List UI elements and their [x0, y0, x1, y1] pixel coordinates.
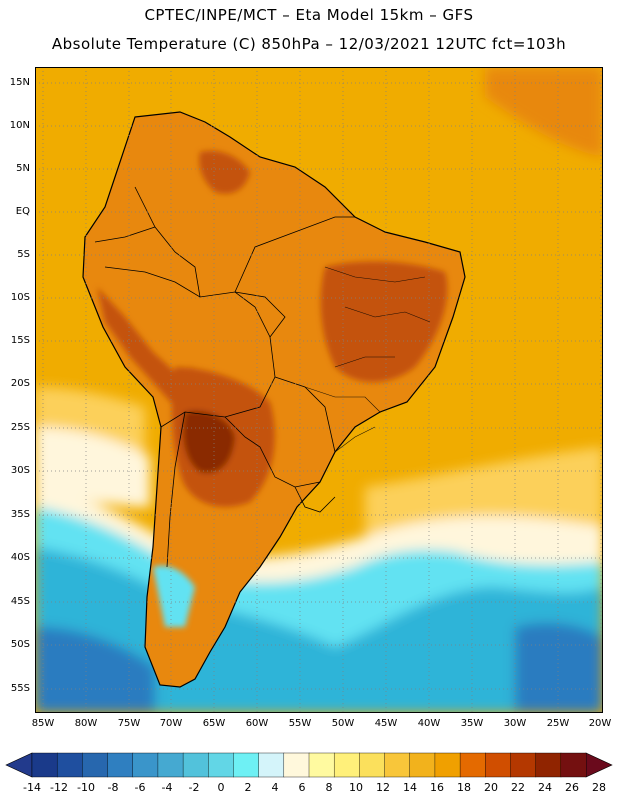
lat-label: 45S [10, 596, 30, 607]
lon-label: 25W [546, 718, 570, 729]
country-borders [94, 186, 355, 568]
lon-label: 30W [503, 718, 527, 729]
lat-label: 5N [16, 163, 30, 174]
colorbar-swatch [132, 752, 159, 778]
colorbar-swatch [82, 752, 109, 778]
lon-label: 85W [31, 718, 55, 729]
colorbar-swatch [182, 752, 209, 778]
colorbar-label: -4 [161, 781, 173, 794]
colorbar-swatch [560, 752, 587, 778]
colorbar-swatch [258, 752, 285, 778]
lat-label: 5S [17, 249, 30, 260]
warm-ocean-ne [485, 67, 603, 157]
colorbar-swatch [233, 752, 260, 778]
colorbar-label: -12 [50, 781, 68, 794]
lat-grid [35, 82, 603, 690]
lat-label: 30S [10, 465, 30, 476]
colorbar-label: 18 [457, 781, 471, 794]
colorbar-label: 14 [403, 781, 417, 794]
map-frame [35, 67, 603, 713]
lat-label: 10N [9, 120, 30, 131]
colorbar-swatch [359, 752, 386, 778]
colorbar-swatch [56, 752, 83, 778]
state-borders [304, 266, 431, 453]
continent-land [83, 112, 465, 687]
colorbar-label: 0 [217, 781, 225, 794]
colorbar-swatch [535, 752, 562, 778]
lat-label: EQ [15, 206, 30, 217]
hot-region-brazil [320, 261, 448, 382]
colorbar-swatch [434, 752, 461, 778]
colorbar-min-arrow [5, 752, 33, 778]
colorbar-label: 2 [244, 781, 252, 794]
colorbar-label: 26 [565, 781, 579, 794]
colorbar-swatch [485, 752, 511, 778]
colorbar-label: 8 [325, 781, 333, 794]
hot-region-andes [97, 287, 193, 407]
colorbar-swatch [283, 752, 310, 778]
colorbar-label: 10 [349, 781, 363, 794]
colorbar-swatch [157, 752, 184, 778]
map-subtitle: Absolute Temperature (C) 850hPa – 12/03/… [51, 35, 567, 53]
colorbar-label: 16 [430, 781, 444, 794]
colorbar-max-arrow [585, 752, 613, 778]
lon-label: 80W [74, 718, 98, 729]
lon-label: 60W [245, 718, 269, 729]
colorbar-label: -8 [107, 781, 119, 794]
colorbar-label: 28 [592, 781, 606, 794]
color-scale [5, 752, 613, 778]
lat-label: 25S [10, 422, 30, 433]
cool-patagonia [153, 565, 195, 627]
hot-region-north [199, 150, 250, 194]
hottest-core [183, 410, 235, 473]
colorbar-swatch [308, 752, 335, 778]
colorbar-label: -6 [134, 781, 146, 794]
lon-label: 20W [588, 718, 612, 729]
lat-label: 10S [10, 292, 30, 303]
colorbar-label: 22 [511, 781, 525, 794]
lon-label: 45W [374, 718, 398, 729]
lat-label: 15N [9, 77, 30, 88]
lat-label: 15S [10, 335, 30, 346]
coastline [82, 111, 466, 688]
lat-label: 55S [10, 683, 30, 694]
colorbar-label: 24 [538, 781, 552, 794]
colorbar-label: 20 [484, 781, 498, 794]
lon-label: 70W [159, 718, 183, 729]
colorbar-swatch [333, 752, 360, 778]
lon-label: 55W [288, 718, 312, 729]
coldest-pool-east [515, 622, 603, 713]
colorbar-swatch [107, 752, 134, 778]
map-title: CPTEC/INPE/MCT – Eta Model 15km – GFS [144, 6, 474, 24]
colorbar-swatch [409, 752, 436, 778]
lon-label: 65W [202, 718, 226, 729]
colorbar-swatch [31, 752, 58, 778]
colorbar-swatch [510, 752, 537, 778]
lat-label: 50S [10, 639, 30, 650]
colorbar-label: -2 [188, 781, 200, 794]
lon-label: 40W [417, 718, 441, 729]
lon-label: 50W [331, 718, 355, 729]
colorbar-label: -10 [77, 781, 95, 794]
colorbar-label: 12 [376, 781, 390, 794]
colorbar-label: 4 [271, 781, 279, 794]
colorbar-swatch [208, 752, 234, 778]
colorbar-label: 6 [298, 781, 306, 794]
colorbar-swatch [459, 752, 486, 778]
coldest-pool [35, 627, 155, 713]
lat-label: 35S [10, 509, 30, 520]
colorbar-swatches [31, 752, 587, 778]
lat-label: 20S [10, 378, 30, 389]
temperature-map [35, 67, 603, 713]
cool-band-west [35, 427, 150, 507]
lat-label: 40S [10, 552, 30, 563]
colorbar-label: -14 [23, 781, 41, 794]
colorbar-swatch [384, 752, 411, 778]
lon-label: 75W [117, 718, 141, 729]
lon-label: 35W [460, 718, 484, 729]
